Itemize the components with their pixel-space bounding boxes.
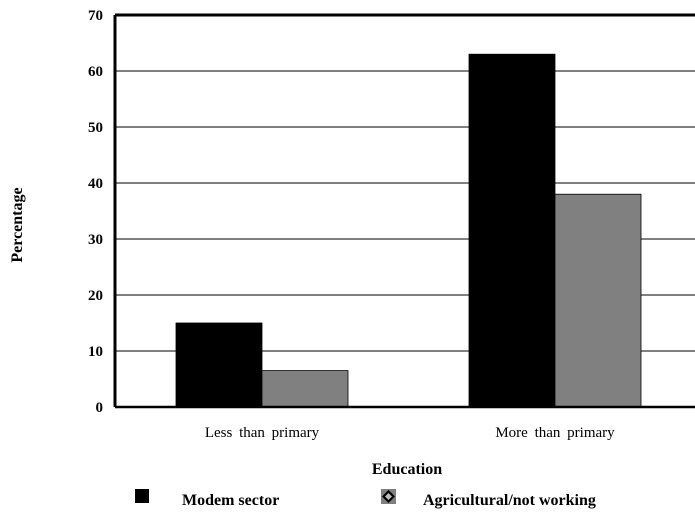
y-tick-label: 70: [88, 8, 103, 24]
y-tick-label: 20: [88, 288, 103, 304]
legend-label-modem-sector: Modem sector: [182, 492, 279, 509]
legend-swatch-agricultural: [381, 489, 396, 504]
y-tick-label: 10: [88, 344, 103, 360]
y-tick-label: 0: [96, 400, 104, 416]
y-tick-label: 40: [88, 176, 103, 192]
y-axis-title: Percentage: [9, 187, 26, 262]
y-tick-label: 50: [88, 120, 103, 136]
legend-label-agricultural: Agricultural/not working: [423, 492, 596, 509]
legend-swatch-modem-sector: [135, 489, 149, 503]
y-tick-label: 60: [88, 64, 103, 80]
x-axis-categories: Less than primary More than primary: [205, 425, 615, 441]
x-axis-title: Education: [372, 461, 442, 478]
bars: [175, 53, 642, 408]
plot-frame: [113, 13, 695, 409]
bar-modem-sector-0: [175, 322, 263, 408]
y-tick-label: 30: [88, 232, 103, 248]
bar-agricultural-1: [554, 193, 642, 408]
bar-modem-sector-1: [468, 53, 556, 408]
legend: Modem sector Agricultural/not working: [135, 489, 596, 509]
y-axis-ticks: 0 10 20 30 40 50 60 70: [88, 8, 103, 416]
bar-agricultural-0: [261, 370, 349, 408]
x-category-label: Less than primary: [205, 425, 320, 441]
x-category-label: More than primary: [495, 425, 615, 441]
